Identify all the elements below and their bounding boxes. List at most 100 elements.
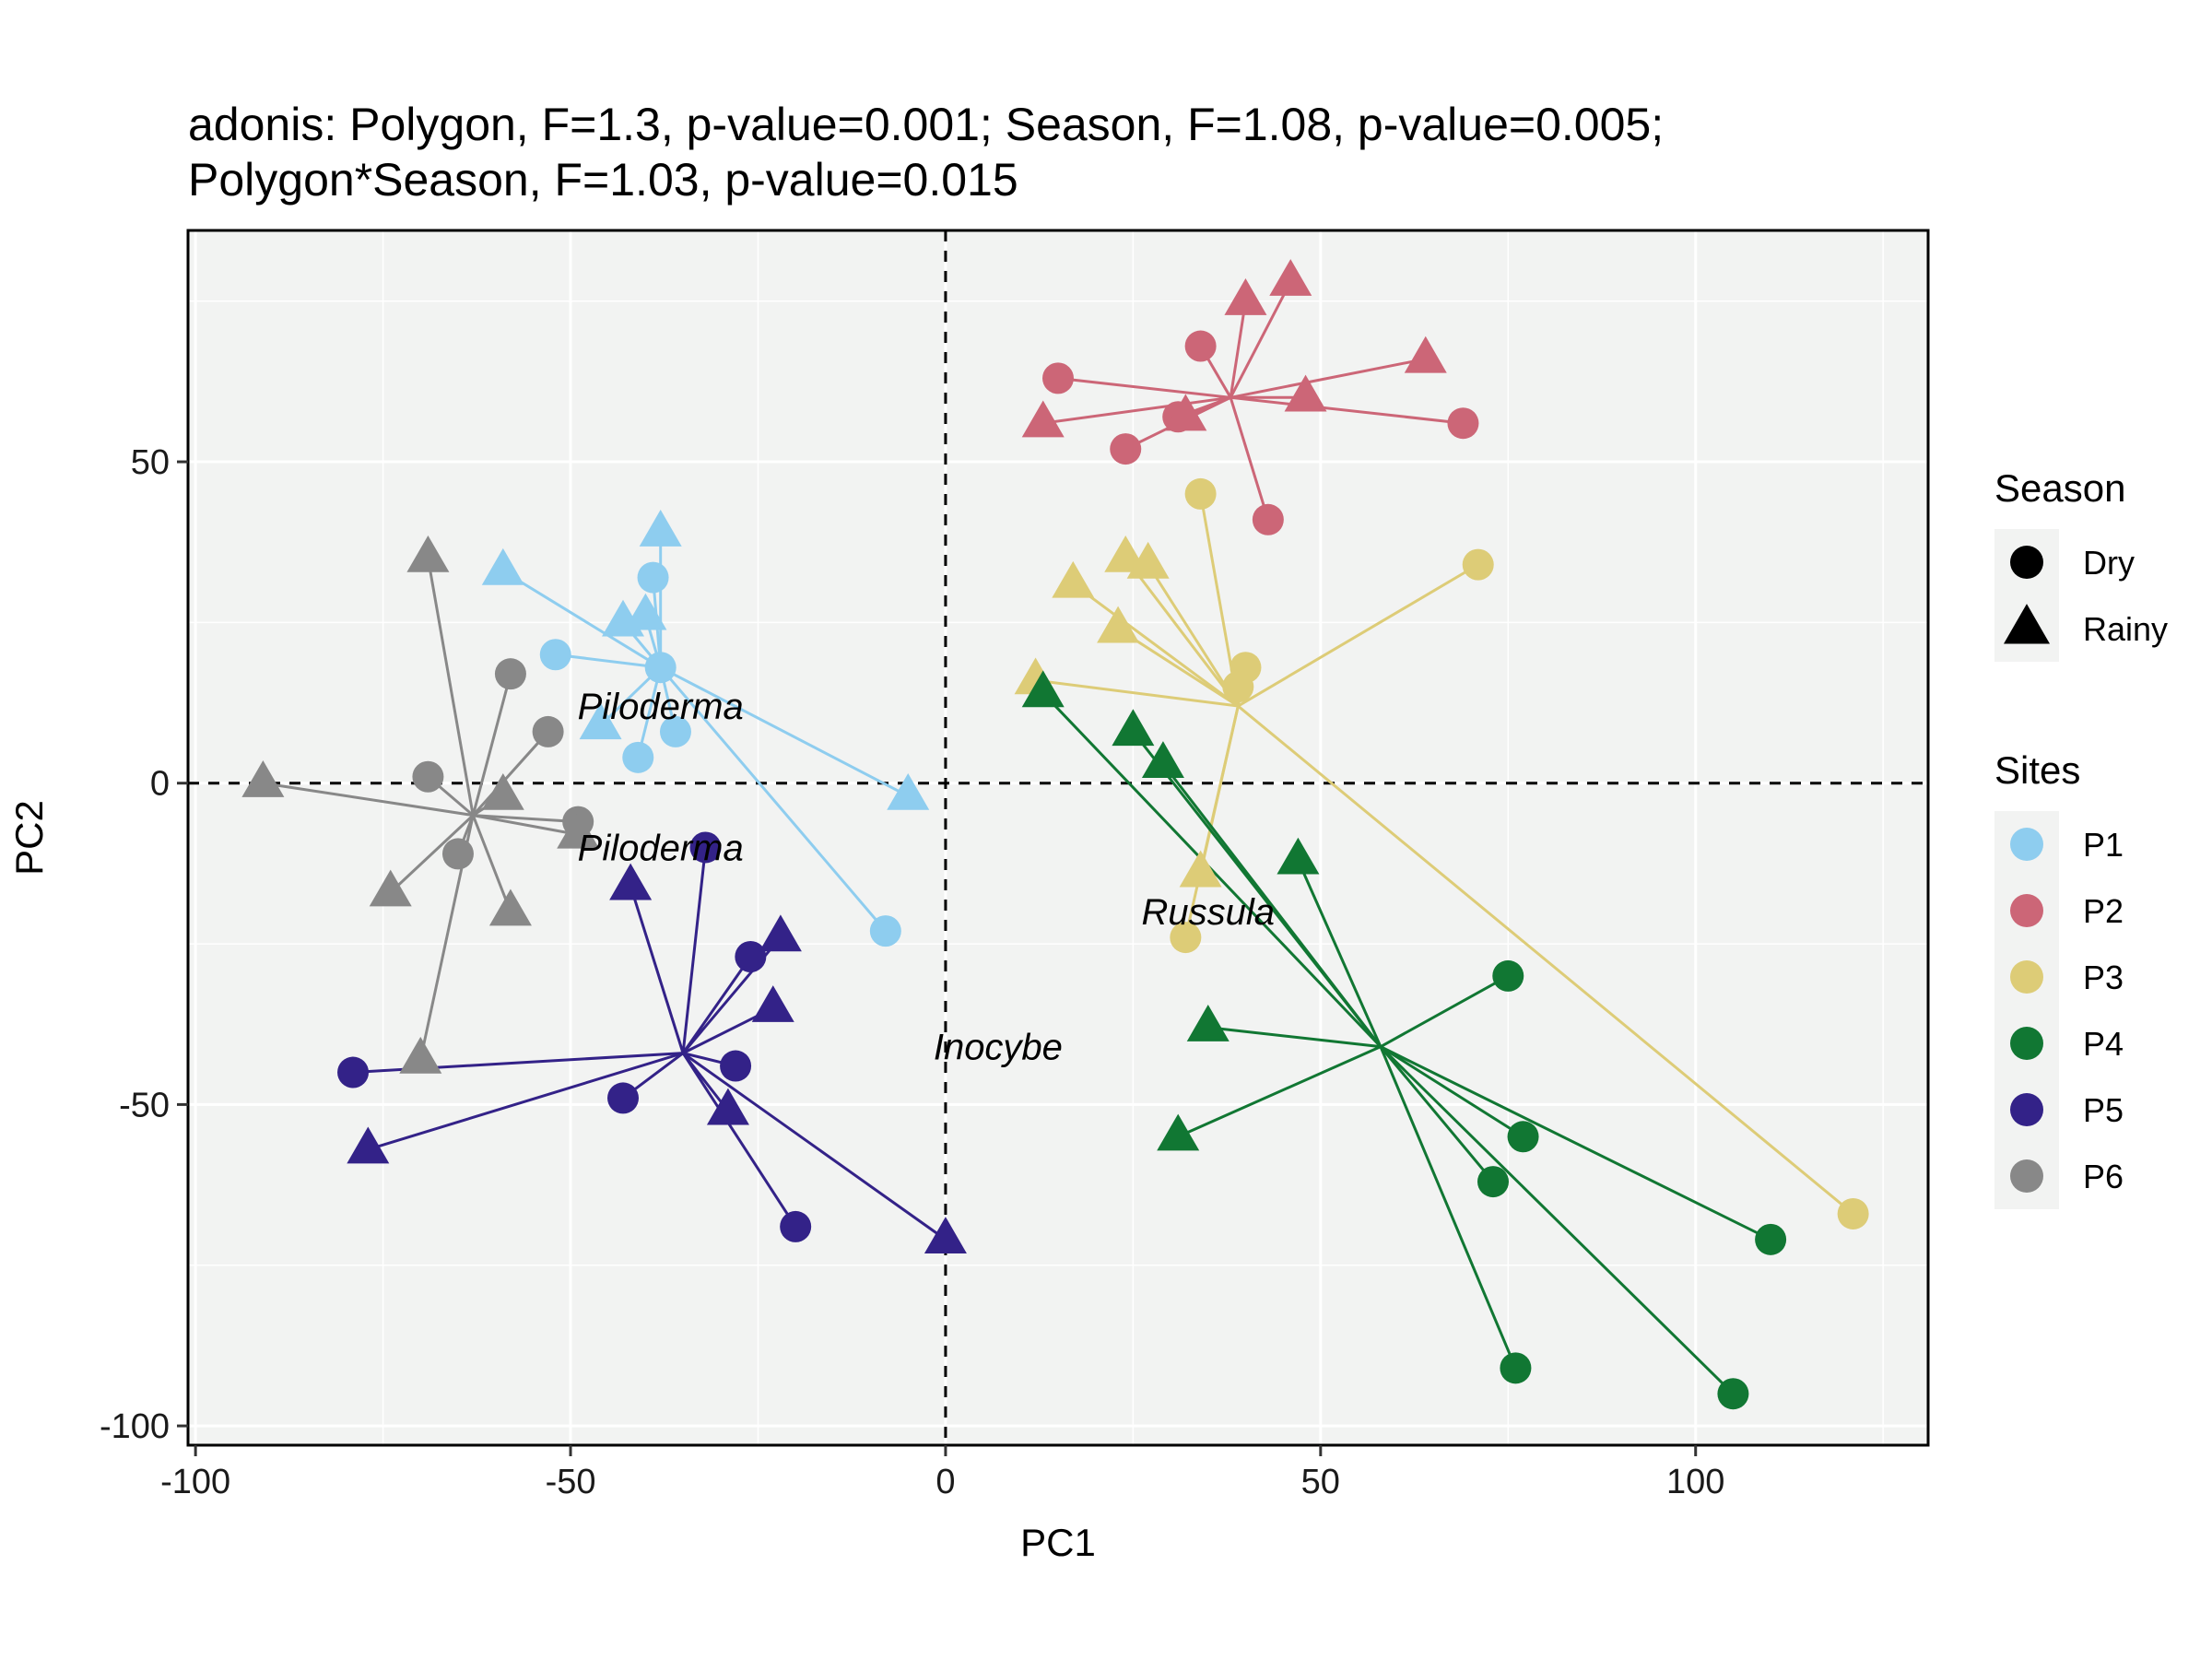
annotation-inocybe: Inocybe [934,1028,1063,1068]
x-tick-label: -50 [546,1463,596,1501]
point-p6-10 [399,1036,442,1074]
point-p3-3 [1222,671,1254,703]
segment-p6-3 [473,814,579,824]
legend-label-p3: P3 [2083,959,2124,996]
legend-key-p1 [2010,828,2043,861]
point-p5-7 [759,914,802,952]
reference-lines [188,230,1928,1445]
point-p6-2 [412,760,444,793]
legend-label-p5: P5 [2083,1091,2124,1129]
y-axis-ticks: -100 -50 0 50 [100,443,188,1446]
segment-p5-1 [681,956,752,1054]
point-p2-7 [1269,259,1312,296]
point-p4-2 [1477,1166,1509,1198]
segment-p4-4 [1380,1045,1771,1241]
segment-p5-10 [367,1052,684,1151]
point-p2-9 [1284,374,1327,412]
point-p6-7 [481,772,524,810]
segment-p3-5 [1237,704,1854,1216]
legend-sites-key-bg [1994,811,2059,1209]
point-p5-1 [735,941,767,973]
point-p3-9 [1097,606,1140,643]
segment-p1-6 [502,570,662,669]
legend-key-p5 [2010,1093,2043,1126]
segment-p2-6 [1229,300,1247,398]
point-p4-6 [1021,670,1065,708]
annotation-russula: Russula [1142,892,1276,933]
segment-p4-9 [1297,859,1382,1048]
point-p2-10 [1021,400,1065,438]
point-p2-11 [1164,394,1207,431]
point-p3-8 [1126,541,1170,579]
segment-p4-5 [1379,1045,1735,1395]
segment-p6-9 [471,815,512,912]
point-p2-1 [1184,330,1217,362]
legend-label-p2: P2 [2083,892,2124,930]
segment-p6-6 [263,782,474,818]
segment-p4-1 [1380,1045,1524,1138]
point-p2-0 [1042,362,1074,394]
point-p1-10 [579,702,622,740]
segment-p3-10 [1035,678,1239,708]
point-p6-8 [369,869,412,907]
chart-title: adonis: Polygon, F=1.3, p-value=0.001; S… [188,99,1664,206]
point-p2-5 [1447,407,1479,440]
x-axis-ticks: -100 -50 0 50 100 [160,1445,1724,1501]
point-p1-4 [622,741,654,773]
legend-key-p4 [2010,1027,2043,1060]
point-p1-5 [869,915,901,947]
point-p1-2 [644,652,677,684]
point-p4-11 [1157,1113,1200,1151]
point-p6-5 [406,535,450,572]
segment-p3-1 [1237,563,1479,708]
segment-p1-0 [555,653,661,669]
point-p6-11 [557,811,600,849]
segment-p2-0 [1057,376,1231,399]
data-points [241,259,1869,1410]
point-p2-8 [1404,335,1447,373]
point-p2-6 [1224,278,1267,315]
segment-p5-11 [682,1052,947,1241]
point-p5-8 [751,985,794,1022]
point-p4-9 [1277,837,1320,875]
segment-p5-5 [681,1052,797,1228]
segment-p4-0 [1380,974,1510,1048]
point-p6-0 [494,658,526,690]
segment-p2-5 [1230,395,1464,425]
title-line-2: Polygon*Season, F=1.03, p-value=0.015 [188,154,1018,206]
point-p3-11 [1179,850,1222,888]
segment-p5-6 [629,885,685,1054]
segment-p3-11 [1199,705,1240,874]
segment-p4-8 [1161,762,1382,1048]
legend-season-label: Dry [2083,544,2135,582]
annotations: Piloderma Piloderma Russula Inocybe [578,687,1275,1068]
point-p6-1 [532,715,564,747]
point-p3-6 [1052,560,1095,598]
segment-p2-7 [1229,281,1292,399]
segment-p2-10 [1042,395,1231,425]
point-p6-6 [241,760,285,797]
point-p1-9 [624,593,667,630]
legend-key-p3 [2010,960,2043,994]
x-tick-label: -100 [160,1463,230,1501]
point-p5-5 [780,1210,812,1242]
point-p6-9 [488,888,532,926]
segment-p4-10 [1207,1026,1382,1049]
point-p5-9 [706,1088,749,1125]
segment-p6-8 [389,814,475,894]
segment-p2-8 [1230,357,1427,399]
segment-p6-11 [472,814,579,836]
segment-p1-5 [659,666,887,933]
annotation-piloderma: Piloderma [578,828,744,868]
legend-key-p2 [2010,894,2043,927]
point-p2-4 [1252,503,1284,535]
point-p1-3 [659,715,691,747]
y-tick-label: 50 [131,443,170,482]
legend-label-p1: P1 [2083,826,2124,864]
legend-key-p6 [2010,1159,2043,1193]
point-p5-0 [689,831,722,864]
y-tick-label: -100 [100,1407,170,1446]
point-p3-4 [1170,922,1202,954]
